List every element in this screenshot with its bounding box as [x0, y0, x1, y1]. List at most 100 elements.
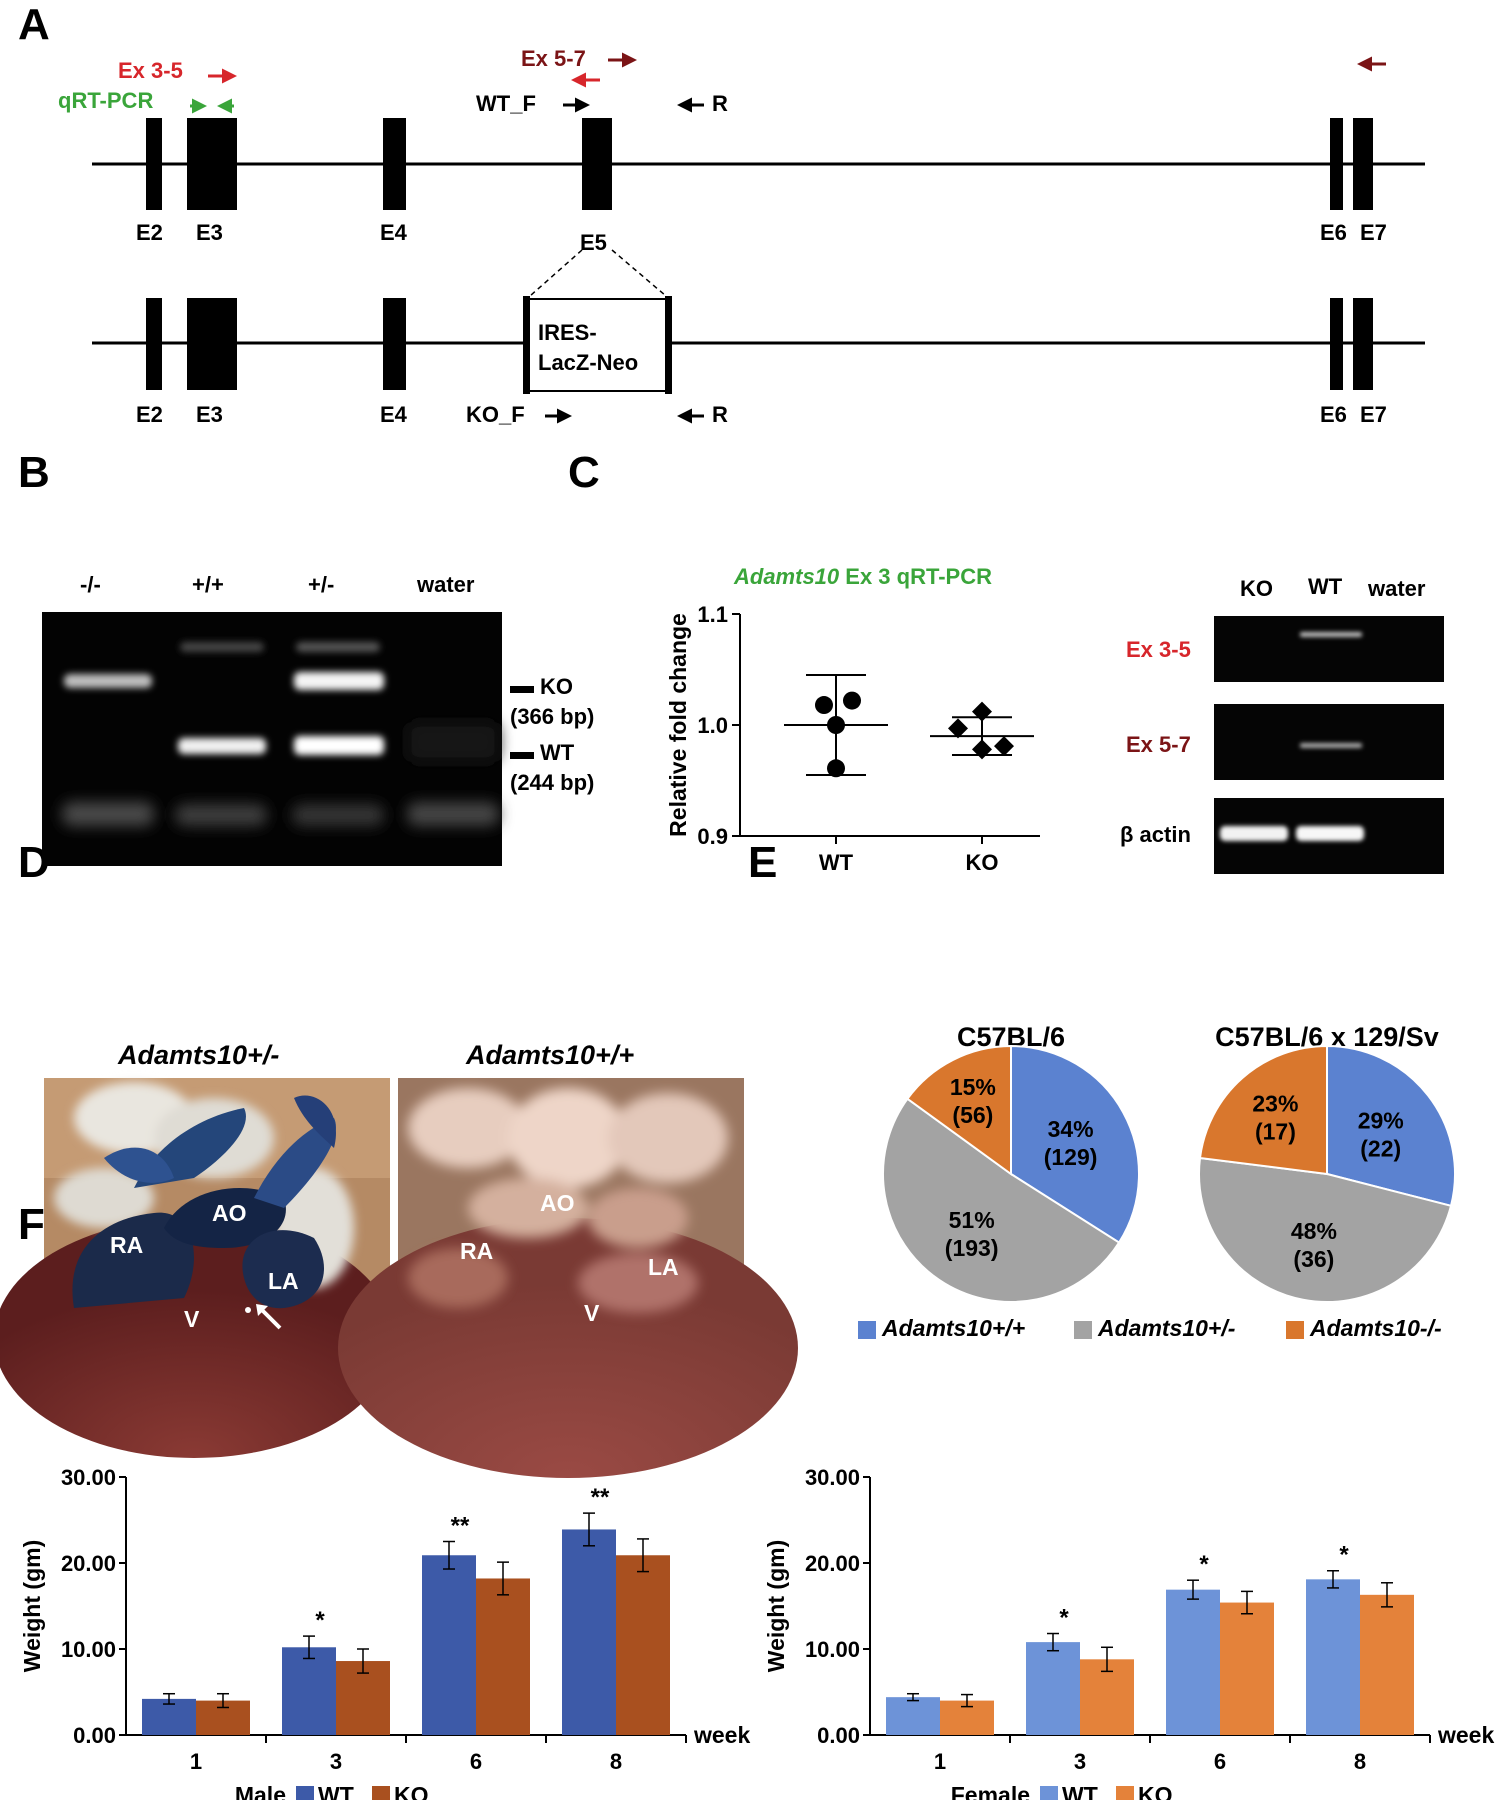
- significance-marker: *: [1339, 1542, 1349, 1569]
- pie-slice: [1326, 1044, 1456, 1208]
- pie-slice-count: (129): [1044, 1144, 1098, 1170]
- gel-smear: [292, 804, 384, 826]
- gel-band-ko: [294, 672, 384, 690]
- heart-label-v-wt: V: [584, 1300, 600, 1326]
- bar-chart-male-weight: 0.00 10.00 20.00 30.00 Weight (gm) week 1 3 * 6 **…: [19, 1465, 750, 1800]
- gel-band-ko: [64, 674, 152, 688]
- exon-label-e5-wt: E5: [580, 230, 607, 255]
- cassette-box: [526, 298, 669, 392]
- bar: [476, 1578, 530, 1735]
- significance-marker: **: [591, 1484, 610, 1511]
- exon-e2-ko: [146, 298, 162, 390]
- exon-e6-ko: [1330, 298, 1343, 390]
- y-tick-label: 20.00: [805, 1551, 860, 1576]
- exon-e3-ko: [187, 298, 237, 390]
- pie-chart-c57bl6: C57BL/634%(129)51%(193)15%(56): [882, 1022, 1140, 1303]
- y-axis-label: Weight (gm): [763, 1540, 789, 1672]
- exon-label-e3-ko: E3: [196, 402, 223, 427]
- x-tick-label: 6: [1214, 1749, 1226, 1774]
- x-tick-label: 3: [330, 1749, 342, 1774]
- exon-e7-ko: [1353, 298, 1373, 390]
- primer-label-ex57: Ex 5-7: [521, 46, 586, 71]
- x-tick-label: 6: [470, 1749, 482, 1774]
- x-axis-unit-label: week: [693, 1722, 750, 1748]
- panel-letter-e: E: [748, 838, 778, 887]
- primer-label-r-wt: R: [712, 91, 728, 116]
- band-size-ko: (366 bp): [510, 704, 595, 729]
- gel-b-lane-label: -/-: [80, 572, 101, 597]
- heart-label-la-het: LA: [268, 1268, 299, 1294]
- pie-slice-percent: 34%: [1048, 1116, 1094, 1142]
- dashed-line-right: [611, 249, 667, 297]
- bar: [1026, 1642, 1080, 1735]
- band-label-wt: WT: [540, 740, 575, 765]
- pie-slice-percent: 23%: [1252, 1090, 1298, 1116]
- genotyping-gel: [42, 612, 502, 866]
- exon-label-e4-wt: E4: [380, 220, 407, 245]
- y-tick-label: 10.00: [805, 1637, 860, 1662]
- pie-slice: [1198, 1044, 1328, 1176]
- panel-letter-f: F: [18, 1200, 45, 1249]
- pie-slice: [906, 1044, 1012, 1176]
- heart-label-ao-wt: AO: [540, 1190, 575, 1216]
- legend-swatch-ko: [1116, 1786, 1134, 1800]
- y-tick-label: 0.00: [73, 1723, 116, 1748]
- data-point: [972, 739, 992, 760]
- heart-photo-wt: [338, 1078, 798, 1478]
- pie-slice-percent: 29%: [1358, 1107, 1404, 1133]
- qrt-title-gene: Adamts10: [734, 564, 840, 589]
- exon-label-e6-ko: E6: [1320, 402, 1347, 427]
- gene-map-diagram: [92, 52, 1425, 424]
- exon-e4-ko: [383, 298, 406, 390]
- bar: [616, 1555, 670, 1735]
- bar: [1166, 1589, 1220, 1735]
- pie-slice-count: (17): [1255, 1118, 1296, 1144]
- legend-label-ko: KO: [1138, 1782, 1173, 1800]
- y-tick-label: 20.00: [61, 1551, 116, 1576]
- legend-label-wt: Adamts10+/+: [882, 1315, 1026, 1341]
- bar-chart-female-weight: 0.00 10.00 20.00 30.00 Weight (gm) week 1 3 * 6 * 8…: [763, 1465, 1494, 1800]
- panel-letter-b: B: [18, 448, 50, 497]
- exon-label-e6-wt: E6: [1320, 220, 1347, 245]
- data-point: [948, 718, 968, 739]
- gel-band-wt: [294, 736, 384, 755]
- gel-c-lane-label: KO: [1240, 576, 1273, 601]
- exon-label-e7-wt: E7: [1360, 220, 1387, 245]
- legend-swatch-wt: [296, 1786, 314, 1800]
- legend-label-ko: KO: [394, 1782, 429, 1800]
- data-point: [827, 716, 845, 734]
- significance-marker: **: [451, 1513, 470, 1540]
- legend-label-ko: Adamts10-/-: [1310, 1315, 1442, 1341]
- rt-pcr-gel: [1214, 616, 1444, 874]
- gel-smear: [175, 804, 267, 826]
- cassette-right-edge: [665, 296, 672, 394]
- data-point: [972, 701, 992, 722]
- gel-c-lane-label: water: [1368, 576, 1426, 601]
- primer-label-wt-f: WT_F: [476, 91, 536, 116]
- exon-e4-wt: [383, 118, 406, 210]
- qrt-chart-title: Adamts10 Ex 3 qRT-PCR: [734, 564, 992, 590]
- x-tick-label: 8: [1354, 1749, 1366, 1774]
- exon-e5-wt: [582, 118, 612, 210]
- gel-c-band: [1300, 743, 1362, 748]
- heart-label-ra-het: RA: [110, 1232, 144, 1258]
- gel-c-row-label-ex35: Ex 3-5: [1126, 637, 1191, 662]
- gel-c-row-label-ex57: Ex 5-7: [1126, 732, 1191, 757]
- significance-marker: *: [315, 1607, 325, 1634]
- band-label-ko: KO: [540, 674, 573, 699]
- qrt-title-rest: Ex 3 qRT-PCR: [839, 564, 992, 589]
- bar: [282, 1647, 336, 1735]
- x-axis-unit-label: week: [1437, 1722, 1494, 1748]
- y-axis-label: Weight (gm): [19, 1540, 45, 1672]
- marker-tick-ko: [510, 686, 534, 693]
- marker-tick-wt: [510, 752, 534, 759]
- heart-photo-het: [0, 1078, 394, 1458]
- pie-slice-percent: 48%: [1291, 1218, 1337, 1244]
- primer-label-r-ko: R: [712, 402, 728, 427]
- gel-smear: [62, 802, 154, 826]
- gel-smear: [407, 802, 499, 826]
- panel-letter-c: C: [568, 448, 600, 497]
- cassette-label-line1: IRES-: [538, 320, 597, 345]
